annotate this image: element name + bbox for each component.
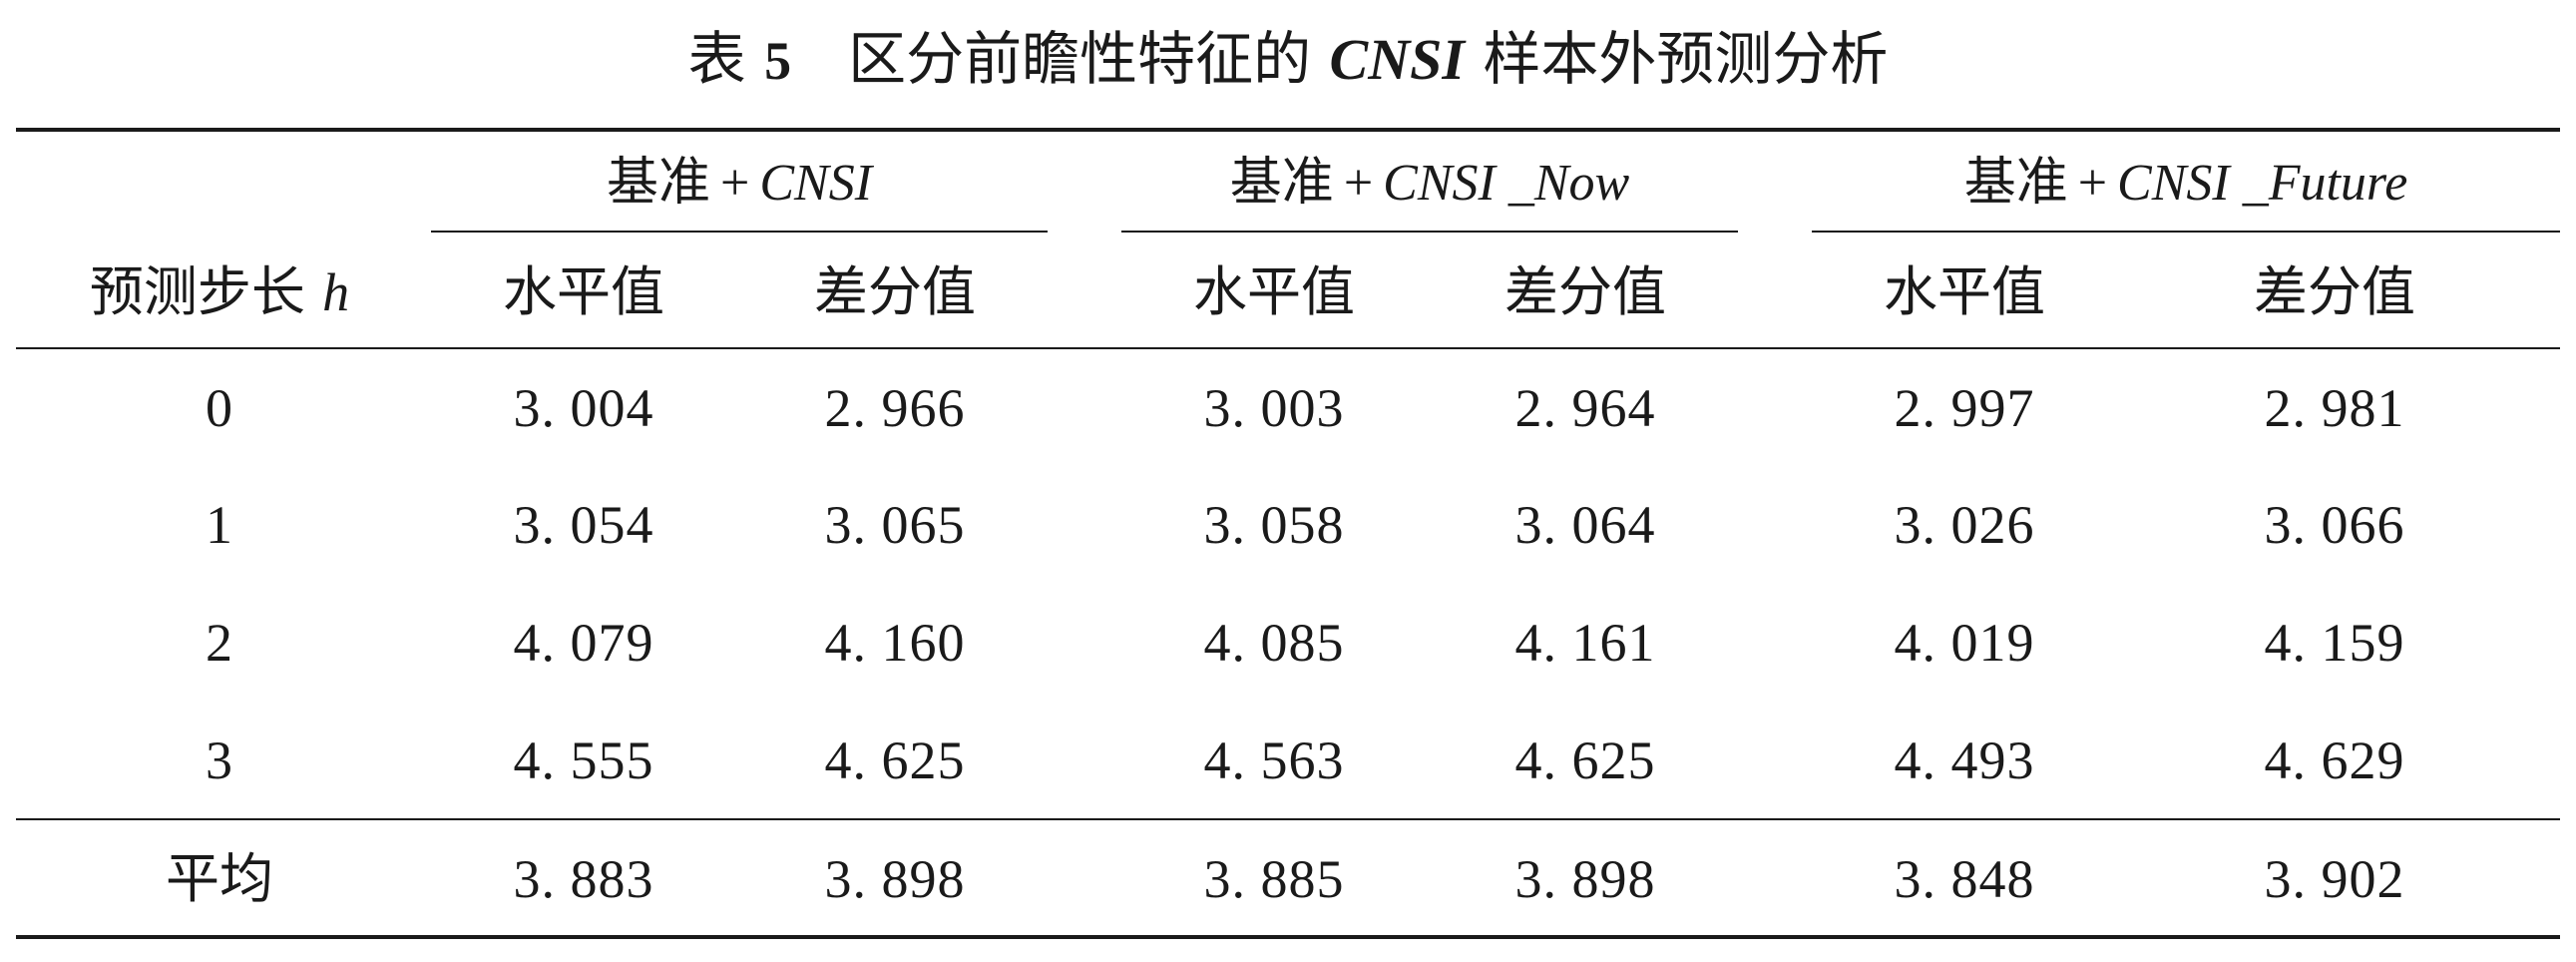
row-1-value: 3. 064 (1514, 495, 1656, 555)
average-value: 3. 898 (824, 849, 966, 909)
group-rule-3 (1812, 231, 2560, 233)
caption-text-before: 区分前瞻性特征的 (848, 25, 1312, 93)
group-header-3: 基准 + CNSI _Future (1812, 148, 2560, 219)
caption-prefix: 表 (687, 25, 746, 93)
row-0-value: 2. 964 (1514, 378, 1656, 438)
average-rule (16, 818, 2560, 820)
row-1-value: 3. 026 (1894, 495, 2035, 555)
row-3-value: 4. 555 (513, 730, 654, 790)
row-2-value: 4. 019 (1894, 613, 2035, 673)
subheader-level-2: 水平值 (1193, 260, 1355, 323)
average-value: 3. 885 (1203, 849, 1345, 909)
row-2-value: 4. 085 (1203, 613, 1345, 673)
row-1-value: 3. 066 (2264, 495, 2405, 555)
group-1-base: 基准 (606, 153, 710, 213)
row-2-value: 4. 159 (2264, 613, 2405, 673)
average-value: 3. 848 (1894, 849, 2035, 909)
bottom-rule (16, 935, 2560, 939)
subheader-level-1: 水平值 (503, 260, 664, 323)
row-3-value: 4. 493 (1894, 730, 2035, 790)
group-1-variable: CNSI (759, 155, 873, 212)
subheader-diff-2: 差分值 (1504, 260, 1666, 323)
group-1-plus: + (720, 155, 750, 212)
average-label: 平均 (166, 847, 273, 910)
group-2-variable: CNSI _Now (1383, 155, 1630, 212)
row-0-value: 3. 003 (1203, 378, 1345, 438)
row-2-value: 4. 161 (1514, 613, 1656, 673)
row-header-label: 预测步长 (89, 260, 305, 323)
row-1-value: 3. 054 (513, 495, 654, 555)
group-2-base: 基准 (1229, 153, 1334, 213)
row-3-value: 4. 563 (1203, 730, 1345, 790)
row-3-value: 4. 625 (1514, 730, 1656, 790)
row-0-value: 2. 981 (2264, 378, 2405, 438)
header-rule (16, 347, 2560, 349)
row-3-value: 4. 625 (824, 730, 966, 790)
group-2-plus: + (1343, 155, 1374, 212)
group-header-2: 基准 + CNSI _Now (1121, 148, 1738, 219)
caption-number: 5 (764, 31, 793, 91)
group-rule-2 (1121, 231, 1738, 233)
row-2-value: 4. 160 (824, 613, 966, 673)
group-rule-1 (431, 231, 1048, 233)
row-0-horizon: 0 (206, 378, 233, 438)
group-3-base: 基准 (1963, 153, 2068, 213)
average-value: 3. 883 (513, 849, 654, 909)
caption-abbr: CNSI (1329, 27, 1465, 92)
table-caption: 表 5 区分前瞻性特征的 CNSI 样本外预测分析 (0, 14, 2576, 105)
row-0-value: 2. 997 (1894, 378, 2035, 438)
row-3-value: 4. 629 (2264, 730, 2405, 790)
row-3-horizon: 3 (206, 730, 233, 790)
row-1-horizon: 1 (206, 495, 233, 555)
group-3-variable: CNSI _Future (2117, 155, 2408, 212)
average-value: 3. 898 (1514, 849, 1656, 909)
row-header-horizon: 预测步长 h (20, 257, 419, 327)
row-header-variable: h (322, 262, 350, 322)
subheader-diff-1: 差分值 (814, 260, 976, 323)
caption-text-after: 样本外预测分析 (1483, 25, 1889, 93)
row-2-horizon: 2 (206, 613, 233, 673)
group-3-plus: + (2077, 155, 2108, 212)
subheader-level-3: 水平值 (1884, 260, 2045, 323)
row-1-value: 3. 065 (824, 495, 966, 555)
group-header-1: 基准 + CNSI (431, 148, 1048, 219)
top-rule (16, 128, 2560, 132)
row-0-value: 2. 966 (824, 378, 966, 438)
subheader-diff-3: 差分值 (2254, 260, 2415, 323)
row-1-value: 3. 058 (1203, 495, 1345, 555)
row-2-value: 4. 079 (513, 613, 654, 673)
average-value: 3. 902 (2264, 849, 2405, 909)
row-0-value: 3. 004 (513, 378, 654, 438)
